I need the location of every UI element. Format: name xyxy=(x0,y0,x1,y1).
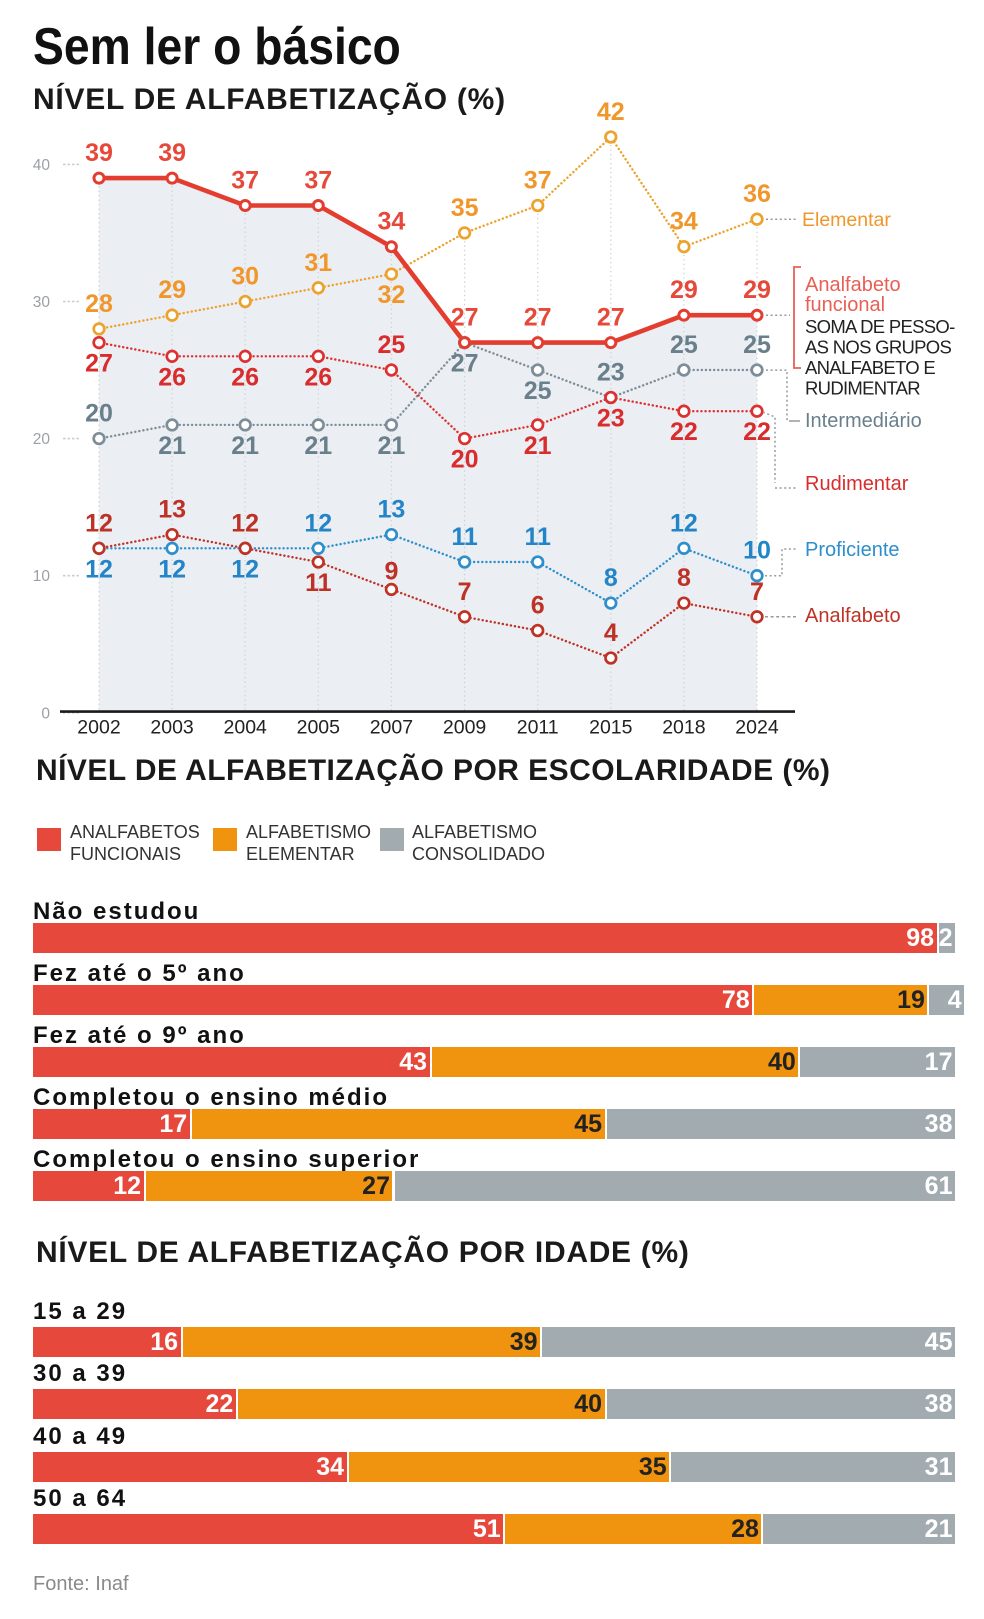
svg-text:34: 34 xyxy=(670,208,698,236)
svg-text:Rudimentar: Rudimentar xyxy=(805,473,909,495)
svg-text:39: 39 xyxy=(158,139,186,167)
svg-text:8: 8 xyxy=(677,564,691,592)
svg-text:12: 12 xyxy=(85,555,113,583)
svg-text:20: 20 xyxy=(33,431,51,448)
svg-text:27: 27 xyxy=(85,350,113,378)
svg-text:11: 11 xyxy=(305,569,332,597)
svg-text:2007: 2007 xyxy=(370,717,413,739)
svg-text:26: 26 xyxy=(304,363,332,391)
svg-text:12: 12 xyxy=(85,509,113,537)
svg-text:AS NOS GRUPOS: AS NOS GRUPOS xyxy=(805,337,951,358)
svg-text:10: 10 xyxy=(743,537,771,565)
svg-text:2003: 2003 xyxy=(150,717,193,739)
svg-text:35: 35 xyxy=(451,194,479,222)
svg-text:13: 13 xyxy=(158,496,186,524)
svg-text:11: 11 xyxy=(524,523,551,551)
svg-text:0: 0 xyxy=(41,705,50,722)
svg-text:30: 30 xyxy=(33,294,51,311)
svg-text:40: 40 xyxy=(33,157,51,174)
svg-text:25: 25 xyxy=(377,331,405,359)
svg-text:SOMA DE PESSO-: SOMA DE PESSO- xyxy=(805,316,955,337)
svg-text:32: 32 xyxy=(377,281,405,309)
svg-text:37: 37 xyxy=(304,167,332,195)
svg-text:21: 21 xyxy=(158,432,186,460)
svg-text:23: 23 xyxy=(597,405,625,433)
svg-text:21: 21 xyxy=(304,432,332,460)
svg-text:21: 21 xyxy=(377,432,405,460)
svg-text:20: 20 xyxy=(451,446,479,474)
svg-text:funcional: funcional xyxy=(805,294,885,316)
svg-text:27: 27 xyxy=(524,304,552,332)
svg-text:23: 23 xyxy=(597,359,625,387)
svg-text:8: 8 xyxy=(604,564,618,592)
svg-text:13: 13 xyxy=(377,496,405,524)
svg-text:39: 39 xyxy=(85,139,113,167)
svg-text:4: 4 xyxy=(604,619,618,647)
svg-text:ANALFABETO E: ANALFABETO E xyxy=(805,357,935,378)
svg-text:21: 21 xyxy=(524,432,552,460)
svg-text:7: 7 xyxy=(750,578,764,606)
svg-text:Elementar: Elementar xyxy=(802,209,891,231)
svg-text:9: 9 xyxy=(384,557,398,585)
svg-text:25: 25 xyxy=(524,377,552,405)
svg-text:25: 25 xyxy=(670,331,698,359)
svg-text:12: 12 xyxy=(304,509,332,537)
svg-text:2011: 2011 xyxy=(517,717,559,739)
svg-text:22: 22 xyxy=(743,418,771,446)
svg-text:Intermediário: Intermediário xyxy=(805,410,922,432)
svg-text:Proficiente: Proficiente xyxy=(805,539,900,561)
svg-text:20: 20 xyxy=(85,400,113,428)
svg-text:30: 30 xyxy=(231,263,259,291)
svg-text:27: 27 xyxy=(597,304,625,332)
svg-text:Analfabeto: Analfabeto xyxy=(805,605,901,627)
svg-text:12: 12 xyxy=(231,509,259,537)
svg-text:2018: 2018 xyxy=(662,717,705,739)
svg-text:31: 31 xyxy=(304,249,332,277)
svg-text:12: 12 xyxy=(670,509,698,537)
svg-text:29: 29 xyxy=(158,276,186,304)
svg-text:37: 37 xyxy=(524,167,552,195)
svg-text:12: 12 xyxy=(231,555,259,583)
svg-text:2024: 2024 xyxy=(735,717,779,739)
svg-text:22: 22 xyxy=(670,418,698,446)
svg-text:11: 11 xyxy=(451,523,478,551)
svg-text:2002: 2002 xyxy=(77,717,120,739)
svg-text:27: 27 xyxy=(451,350,479,378)
svg-text:12: 12 xyxy=(158,555,186,583)
svg-text:21: 21 xyxy=(231,432,259,460)
svg-text:25: 25 xyxy=(743,331,771,359)
svg-text:7: 7 xyxy=(458,578,472,606)
svg-text:27: 27 xyxy=(451,304,479,332)
svg-text:2009: 2009 xyxy=(443,717,486,739)
svg-text:29: 29 xyxy=(670,276,698,304)
svg-text:2005: 2005 xyxy=(297,717,341,739)
svg-text:28: 28 xyxy=(85,290,113,318)
svg-text:42: 42 xyxy=(597,98,625,126)
svg-text:RUDIMENTAR: RUDIMENTAR xyxy=(805,378,920,399)
svg-text:Analfabeto: Analfabeto xyxy=(805,274,901,296)
svg-text:26: 26 xyxy=(158,363,186,391)
svg-text:29: 29 xyxy=(743,276,771,304)
svg-text:2004: 2004 xyxy=(224,717,268,739)
svg-text:36: 36 xyxy=(743,180,771,208)
svg-text:10: 10 xyxy=(33,568,51,585)
svg-text:26: 26 xyxy=(231,363,259,391)
svg-text:34: 34 xyxy=(377,208,405,236)
svg-text:37: 37 xyxy=(231,167,259,195)
svg-text:2015: 2015 xyxy=(589,717,633,739)
svg-text:6: 6 xyxy=(531,592,545,620)
